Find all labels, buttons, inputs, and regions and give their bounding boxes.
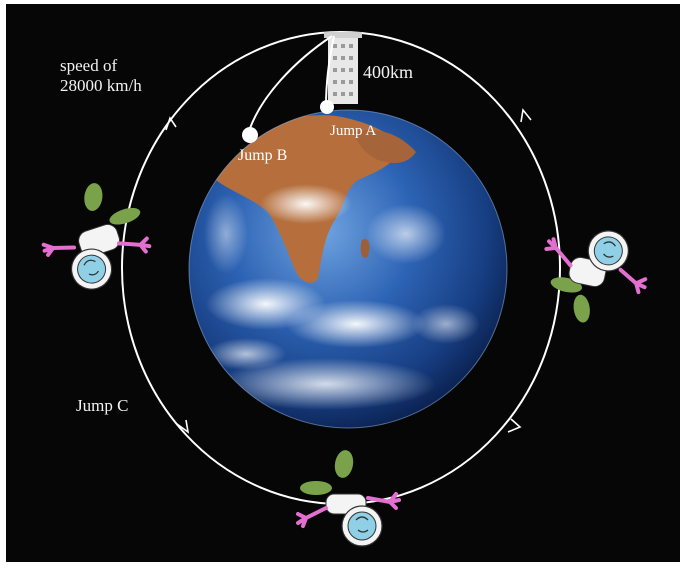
madagascar bbox=[360, 238, 370, 259]
landing-point-jump-b bbox=[242, 127, 258, 143]
orbit-diagram bbox=[41, 31, 648, 547]
speed-label-line1: speed of bbox=[60, 56, 118, 75]
trajectory-jump-b bbox=[247, 35, 333, 135]
orbit-arrow-top-left bbox=[165, 116, 177, 131]
diagram-frame: speed of 28000 km/h 400km Jump A Jump B … bbox=[6, 4, 680, 562]
space-tower bbox=[324, 32, 362, 104]
astronaut-icon-right bbox=[544, 230, 648, 323]
jump-a-label: Jump A bbox=[330, 123, 377, 139]
speed-label-line2: 28000 km/h bbox=[60, 76, 142, 95]
astronaut-icon-bottom bbox=[296, 450, 401, 547]
continent-arabia bbox=[354, 130, 416, 163]
jump-c-label: Jump C bbox=[76, 396, 129, 415]
earth-globe bbox=[188, 109, 508, 429]
orbit-arrow-bottom-right bbox=[507, 418, 522, 433]
jump-b-label: Jump B bbox=[238, 147, 288, 164]
altitude-label: 400km bbox=[363, 62, 414, 82]
speed-label: speed of 28000 km/h bbox=[60, 56, 142, 96]
orbit-arrow-right-top bbox=[520, 108, 532, 123]
orbit-arrow-left-bottom bbox=[176, 419, 190, 434]
landing-point-jump-a bbox=[320, 100, 334, 114]
astronaut-icon-left bbox=[41, 183, 152, 290]
